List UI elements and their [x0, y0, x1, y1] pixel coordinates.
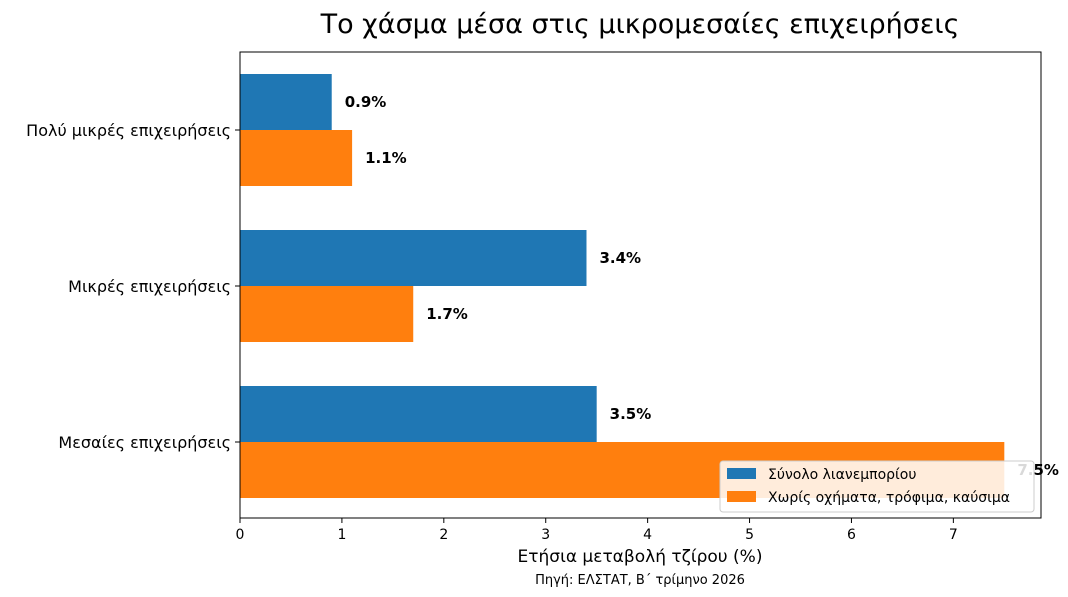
x-tick-label: 5 — [745, 527, 754, 543]
x-axis-label: Ετήσια μεταβολή τζίρου (%) — [518, 547, 763, 567]
category-label: Μικρές επιχειρήσεις — [68, 277, 231, 296]
source-note: Πηγή: ΕΛΣΤΑΤ, Β΄ τρίμηνο 2026 — [535, 573, 745, 588]
bar — [240, 286, 414, 342]
legend-label-total: Σύνολο λιανεμπορίου — [768, 467, 916, 483]
bar — [240, 130, 353, 186]
category-labels: Πολύ μικρές επιχειρήσεις Μικρές επιχειρήσ… — [26, 121, 240, 452]
bar — [240, 74, 332, 130]
bar-value-label: 1.1% — [365, 149, 407, 167]
x-tick-label: 2 — [439, 527, 448, 543]
bar-value-label: 3.4% — [599, 249, 641, 267]
x-tick-label: 1 — [337, 527, 346, 543]
legend: Σύνολο λιανεμπορίου Χωρίς οχήματα, τρόφι… — [719, 460, 1035, 513]
x-tick-label: 7 — [949, 527, 958, 543]
chart-title: Το χάσμα μέσα στις μικρομεσαίες επιχειρή… — [320, 9, 960, 40]
x-tick-label: 4 — [643, 527, 652, 543]
x-tick-label: 0 — [236, 527, 245, 543]
legend-label-core: Χωρίς οχήματα, τρόφιμα, καύσιμα — [768, 490, 1010, 506]
bar — [240, 230, 587, 286]
category-label: Μεσαίες επιχειρήσεις — [58, 433, 231, 452]
bar-value-label: 1.7% — [426, 305, 468, 323]
plot-frame — [239, 51, 1042, 519]
bar — [240, 386, 597, 442]
x-axis-ticks: 0 1 2 3 4 5 6 7 — [236, 518, 958, 543]
legend-swatch-core — [727, 491, 756, 502]
legend-swatch-total — [727, 468, 756, 479]
category-label: Πολύ μικρές επιχειρήσεις — [26, 121, 231, 140]
x-tick-label: 6 — [847, 527, 856, 543]
bar-value-label: 0.9% — [345, 93, 387, 111]
legend-box — [719, 460, 1035, 513]
x-tick-label: 3 — [541, 527, 550, 543]
bar-value-label: 3.5% — [610, 405, 652, 423]
bars-layer — [240, 74, 1005, 498]
